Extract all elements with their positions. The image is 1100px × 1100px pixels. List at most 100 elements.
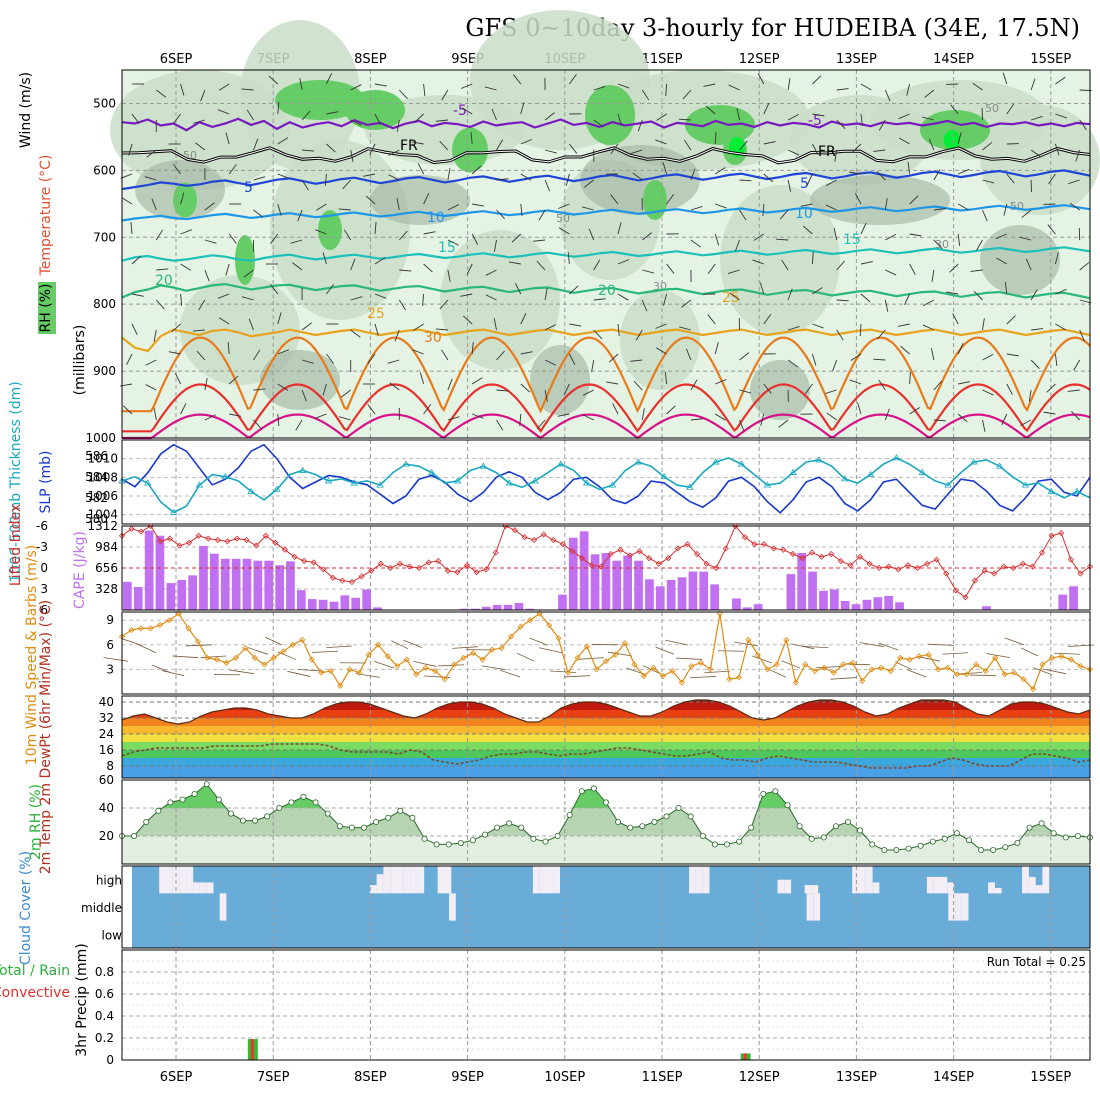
wind-barb bbox=[324, 173, 327, 186]
wind-speed-marker bbox=[830, 669, 837, 676]
surface-wind-barb bbox=[529, 637, 549, 646]
isotherm-label: 5 bbox=[800, 176, 809, 192]
rh-marker bbox=[336, 823, 343, 830]
precip-total-label: Total / Rain bbox=[0, 963, 70, 979]
wind-barb bbox=[763, 173, 774, 183]
lifted-index-marker bbox=[578, 555, 586, 562]
dewpoint-line bbox=[121, 743, 1091, 769]
rh-marker bbox=[941, 835, 948, 842]
rh-marker bbox=[1050, 830, 1057, 837]
date-label-bottom: 10SEP bbox=[544, 1070, 585, 1085]
thickness-marker bbox=[892, 454, 901, 461]
lifted-index-marker bbox=[636, 548, 643, 555]
surface-wind-barb bbox=[844, 663, 871, 666]
cloud-cell bbox=[444, 866, 452, 894]
thickness-marker bbox=[169, 508, 178, 515]
wind-barb bbox=[952, 313, 959, 325]
cloud-cell bbox=[852, 866, 859, 894]
wind-barb bbox=[922, 324, 935, 331]
lifted-index-marker bbox=[789, 550, 796, 558]
wind-barb bbox=[787, 359, 799, 368]
isotherm-label: -5 bbox=[808, 113, 822, 129]
wind-speed-marker bbox=[128, 626, 135, 634]
thickness-marker bbox=[376, 481, 384, 488]
wind-barb bbox=[655, 323, 667, 329]
wind-barb bbox=[666, 194, 675, 205]
wind-barb bbox=[900, 345, 910, 355]
wind-barb bbox=[714, 131, 717, 145]
surface-wind-barb bbox=[1042, 668, 1067, 675]
wind-barb bbox=[982, 318, 985, 331]
pressure-axis-label: (millibars) bbox=[72, 325, 88, 396]
wind-barb bbox=[873, 149, 886, 152]
thickness-marker bbox=[350, 479, 359, 486]
rh-marker bbox=[288, 799, 295, 806]
wind-speed-marker bbox=[242, 645, 249, 652]
wind-barb bbox=[884, 198, 888, 211]
cloud-cell bbox=[449, 893, 456, 921]
wind-barb bbox=[836, 299, 849, 302]
wind-barb bbox=[131, 113, 140, 124]
rh-marker bbox=[227, 810, 234, 817]
wind-speed-marker bbox=[878, 664, 885, 671]
wind-barb bbox=[1055, 288, 1067, 295]
wind-barb bbox=[398, 299, 407, 311]
wind-barb bbox=[569, 323, 582, 327]
wind-barb bbox=[933, 419, 946, 422]
wind-barb bbox=[1021, 209, 1032, 218]
wind-barb bbox=[663, 293, 668, 306]
lifted-index-marker bbox=[186, 539, 193, 546]
cloud-cell bbox=[1042, 866, 1050, 894]
rh-band-shading bbox=[980, 105, 1100, 215]
lifted-index-marker bbox=[253, 542, 260, 549]
surface-wind-barb bbox=[403, 639, 423, 649]
cape-bar bbox=[318, 599, 328, 610]
wind-barb bbox=[736, 108, 740, 121]
wind-barb bbox=[419, 372, 425, 385]
lifted-index-marker bbox=[933, 556, 940, 563]
cloud-cell bbox=[961, 893, 969, 921]
cloud-cell bbox=[1022, 866, 1029, 894]
wind-barb bbox=[121, 197, 133, 205]
wind-barb bbox=[907, 162, 911, 175]
rh-band-shading bbox=[720, 185, 840, 335]
wind-barb bbox=[610, 194, 619, 205]
wind-barb bbox=[973, 291, 983, 301]
precip-tick-label: 0.6 bbox=[95, 987, 114, 1001]
wind-barb bbox=[787, 78, 791, 91]
cloud-cell bbox=[940, 876, 948, 894]
rh-dark-shading bbox=[530, 345, 590, 415]
wind-barb bbox=[388, 149, 400, 156]
wind-barb bbox=[485, 269, 497, 276]
lifted-index-marker bbox=[722, 545, 729, 552]
wind-barb bbox=[950, 104, 959, 115]
lifted-index-marker bbox=[808, 549, 816, 556]
lifted-index-marker bbox=[205, 535, 212, 542]
li-tick-label: -3 bbox=[36, 540, 48, 554]
surface-wind-barb bbox=[373, 661, 395, 669]
wind-barb bbox=[173, 164, 181, 175]
lifted-index-marker bbox=[396, 560, 404, 567]
cape-bar bbox=[264, 560, 274, 610]
wind-speed-marker bbox=[470, 649, 477, 657]
wind-barb bbox=[538, 209, 546, 221]
li-tick-label: -6 bbox=[36, 519, 48, 533]
temp-band bbox=[122, 734, 1090, 742]
wind-barb bbox=[297, 209, 303, 222]
rh-marker bbox=[276, 805, 283, 812]
wind-barb bbox=[898, 113, 910, 120]
surface-wind-barb bbox=[676, 657, 703, 660]
wind-barb bbox=[441, 349, 449, 361]
wind-barb bbox=[781, 259, 789, 271]
surface-wind-barb bbox=[878, 642, 899, 651]
lifted-index-marker bbox=[358, 573, 365, 580]
wind-barb bbox=[325, 73, 333, 85]
lifted-index-marker bbox=[971, 577, 979, 584]
wind-speed-marker bbox=[536, 610, 543, 617]
wind-barb bbox=[833, 228, 838, 241]
wind-barb bbox=[1030, 359, 1040, 369]
wind-barb bbox=[854, 193, 862, 205]
cape-bar bbox=[666, 579, 676, 610]
wind-barb bbox=[715, 203, 727, 209]
cloud-cell bbox=[186, 866, 194, 894]
